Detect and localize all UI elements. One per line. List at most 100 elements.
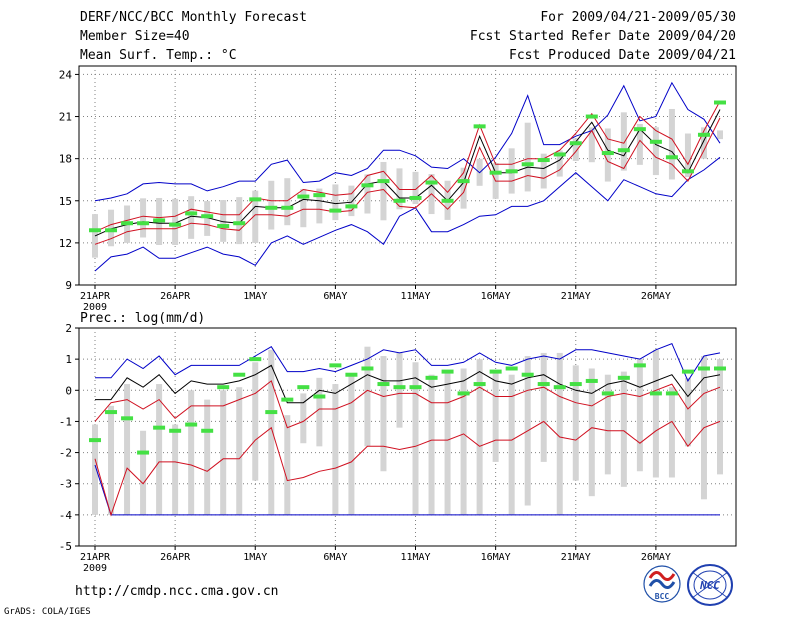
prec-panel-title: Prec.: log(mm/d): [80, 311, 205, 326]
prec-spread-box: [556, 352, 563, 515]
prec-observed-marker: [633, 363, 646, 368]
temp-ensemble-max-line: [94, 156, 721, 272]
temp-spread-box: [348, 185, 355, 217]
temp-x-tick-label: 6MAY: [323, 291, 347, 302]
temp-ensemble-min-line: [94, 81, 721, 202]
temp-observed-marker: [329, 208, 342, 213]
prec-observed-marker: [153, 425, 166, 430]
temp-observed-marker: [377, 179, 390, 184]
variable-label: Mean Surf. Temp.: °C: [80, 48, 237, 63]
temp-spread-box: [556, 150, 563, 177]
prec-observed-marker: [569, 382, 582, 387]
temp-spread-box: [412, 171, 419, 205]
prec-y-tick-label: 1: [65, 353, 72, 366]
ncc-logo: NCC: [687, 564, 733, 606]
temp-observed-marker: [409, 195, 422, 200]
temp-plot-frame: [78, 65, 737, 286]
temp-spread-box: [188, 196, 195, 239]
prec-y-tick-label: 2: [65, 322, 72, 335]
prec-spread-box: [220, 390, 227, 515]
temp-observed-marker: [473, 124, 486, 129]
prec-spread-box: [236, 387, 243, 515]
temp-observed-marker: [137, 221, 150, 226]
temp-observed-marker: [217, 224, 230, 229]
prec-y-tick-label: -5: [59, 540, 72, 553]
temp-observed-marker: [233, 221, 246, 226]
prec-ensemble-min-line: [94, 464, 720, 516]
prec-observed-marker: [345, 372, 358, 377]
temp-spread-box: [140, 198, 147, 238]
temp-observed-marker: [505, 169, 518, 174]
prec-spread-box: [92, 424, 98, 515]
temp-spread-box: [636, 123, 643, 165]
prec-lower-spread-line: [94, 420, 721, 517]
temp-observed-marker: [457, 179, 470, 184]
prec-upper-spread-line: [94, 380, 721, 429]
temp-observed-marker: [249, 197, 262, 202]
temperature-panel: 9 12 15 18 21 24 21APR 26APR 1MAY 6MAY 11MAY 16MAY 2…: [59, 65, 737, 313]
temp-spread-box: [460, 167, 467, 209]
prec-y-tick-label: -4: [59, 509, 73, 522]
ncc-logo-text: NCC: [699, 579, 720, 592]
temp-spread-box: [268, 180, 275, 230]
temp-observed-marker: [569, 141, 582, 146]
temp-spread-box: [668, 108, 675, 180]
temp-observed-marker: [649, 139, 662, 144]
prec-observed-marker: [121, 416, 134, 421]
prec-spread-box: [636, 359, 643, 472]
temp-spread-box: [717, 130, 723, 140]
temp-observed-marker: [537, 158, 550, 163]
prec-spread-box: [540, 352, 547, 462]
prec-spread-box: [252, 362, 259, 481]
temp-observed-marker: [185, 211, 198, 216]
prec-spread-box: [620, 371, 627, 487]
prec-observed-marker: [553, 385, 566, 390]
prec-observed-marker: [489, 369, 502, 374]
temp-observed-marker: [89, 228, 101, 233]
temp-observed-marker: [697, 132, 710, 137]
prec-spread-box: [652, 349, 659, 478]
prec-ensemble-max-line: [95, 342, 721, 382]
prec-x-tick-label: 11MAY: [400, 552, 430, 563]
prec-x-tick-label: 26APR: [160, 552, 191, 563]
prec-observed-marker: [649, 391, 662, 396]
temp-observed-marker: [441, 198, 454, 203]
temp-x-tick-label: 11MAY: [400, 291, 430, 302]
temp-spread-box: [364, 174, 371, 214]
prec-observed-marker: [169, 428, 182, 433]
chart-title: DERF/NCC/BCC Monthly Forecast: [80, 10, 307, 25]
prec-spread-box: [604, 374, 611, 475]
bcc-logo: BCC: [643, 565, 681, 603]
prec-observed-marker: [425, 375, 438, 380]
temp-observed-marker: [313, 193, 326, 198]
prec-observed-marker: [313, 394, 326, 399]
prec-spread-box: [717, 359, 723, 475]
temp-x-tick-label: 21MAY: [561, 291, 591, 302]
prec-x-tick-label: 21APR: [80, 552, 111, 563]
temp-spread-box: [524, 122, 531, 192]
prec-observed-marker: [617, 375, 630, 380]
footer-url: http://cmdp.ncc.cma.gov.cn: [75, 584, 279, 599]
prec-observed-marker: [505, 366, 518, 371]
temp-observed-marker: [345, 204, 358, 209]
prec-observed-marker: [137, 450, 150, 455]
prec-spread-box: [188, 390, 195, 515]
temp-x-tick-label: 16MAY: [481, 291, 511, 302]
temp-observed-marker: [153, 218, 166, 223]
prec-y-tick-label: -2: [59, 447, 72, 460]
temp-observed-marker: [169, 222, 182, 227]
prec-observed-marker: [697, 366, 710, 371]
prec-spread-box: [508, 374, 515, 515]
prec-observed-marker: [585, 378, 598, 383]
temp-y-tick-label: 18: [59, 153, 72, 166]
grads-credit: GrADS: COLA/IGES: [4, 607, 91, 617]
temp-observed-marker: [393, 198, 406, 203]
prec-spread-box: [268, 349, 275, 515]
temp-observed-marker: [489, 170, 502, 175]
temp-observed-marker: [121, 221, 134, 226]
temp-spread-box: [588, 127, 595, 163]
prec-spread-box: [124, 384, 131, 515]
prec-observed-marker: [217, 385, 230, 390]
prec-spread-box: [204, 399, 211, 515]
